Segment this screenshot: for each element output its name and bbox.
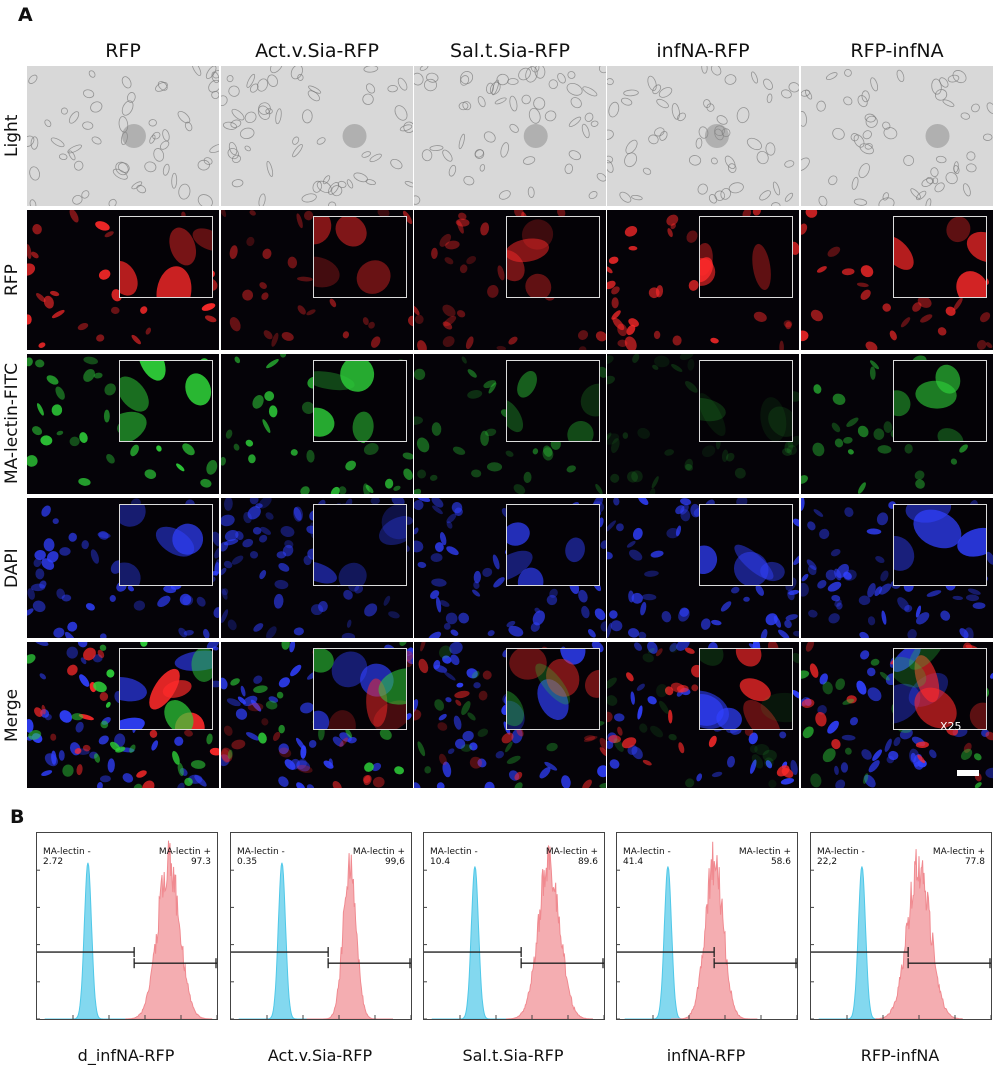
panel-a-letter: A xyxy=(18,4,33,26)
micrograph-dapi-3 xyxy=(607,498,799,638)
gate-positive-label: MA-lectin +99,6 xyxy=(352,847,405,867)
micrograph-fitc-4 xyxy=(801,354,993,494)
micrograph-inset xyxy=(893,648,987,730)
gate-negative-label: MA-lectin -2.72 xyxy=(43,847,91,867)
histogram-positive-peak xyxy=(306,853,393,1019)
micrograph-merge-0 xyxy=(27,642,219,788)
micrograph-rfp-1 xyxy=(221,210,413,350)
micrograph-inset xyxy=(699,648,793,730)
histogram-0: MA-lectin -2.72 MA-lectin +97.3 xyxy=(36,832,218,1020)
micrograph-rfp-2 xyxy=(414,210,606,350)
histogram-positive-peak xyxy=(125,840,213,1019)
column-title-act-v-sia-rfp: Act.v.Sia-RFP xyxy=(255,40,379,62)
micrograph-inset xyxy=(506,648,600,730)
gate-positive-label: MA-lectin +58.6 xyxy=(738,847,791,867)
micrograph-light-4 xyxy=(801,66,993,206)
micrograph-fitc-2 xyxy=(414,354,606,494)
micrograph-inset xyxy=(313,360,407,442)
micrograph-inset xyxy=(699,504,793,586)
row-title-ma-lectin-fitc: MA-lectin-FITC xyxy=(2,363,22,485)
gate-positive-label: MA-lectin +97.3 xyxy=(158,847,211,867)
micrograph-inset xyxy=(506,504,600,586)
histogram-positive-peak xyxy=(505,845,593,1019)
micrograph-inset xyxy=(313,504,407,586)
micrograph-fitc-0 xyxy=(27,354,219,494)
histogram-negative-peak xyxy=(238,862,326,1019)
histogram-2: MA-lectin -10.4 MA-lectin +89.6 xyxy=(423,832,605,1020)
micrograph-dapi-2 xyxy=(414,498,606,638)
row-title-merge: Merge xyxy=(2,688,22,742)
micrograph-inset xyxy=(119,360,213,442)
histogram-negative-peak xyxy=(431,866,519,1019)
micrograph-dapi-1 xyxy=(221,498,413,638)
row-title-rfp: RFP xyxy=(2,264,22,296)
gate-negative-label: MA-lectin -22,2 xyxy=(817,847,865,867)
micrograph-light-0 xyxy=(27,66,219,206)
micrograph-merge-2 xyxy=(414,642,606,788)
micrograph-fitc-1 xyxy=(221,354,413,494)
row-title-dapi: DAPI xyxy=(2,548,22,588)
micrograph-inset xyxy=(313,648,407,730)
histogram-1: MA-lectin -0.35 MA-lectin +99,6 xyxy=(230,832,412,1020)
micrograph-light-1 xyxy=(221,66,413,206)
micrograph-dapi-4 xyxy=(801,498,993,638)
micrograph-light-2 xyxy=(414,66,606,206)
column-title-infna-rfp: infNA-RFP xyxy=(656,40,750,62)
histogram-negative-peak xyxy=(44,862,132,1019)
micrograph-inset xyxy=(893,216,987,298)
micrograph-dapi-0 xyxy=(27,498,219,638)
micrograph-merge-4 xyxy=(801,642,993,788)
micrograph-inset xyxy=(313,216,407,298)
histogram-positive-peak xyxy=(671,841,758,1019)
micrograph-inset xyxy=(699,216,793,298)
histogram-4: MA-lectin -22,2 MA-lectin +77.8 xyxy=(810,832,992,1020)
micrograph-inset xyxy=(119,648,213,730)
micrograph-fitc-3 xyxy=(607,354,799,494)
gate-negative-label: MA-lectin -41.4 xyxy=(623,847,671,867)
gate-positive-label: MA-lectin +89.6 xyxy=(545,847,598,867)
micrograph-inset xyxy=(893,504,987,586)
micrograph-inset xyxy=(893,360,987,442)
gate-negative-label: MA-lectin -10.4 xyxy=(430,847,478,867)
panel-b-letter: B xyxy=(10,806,25,828)
histogram-x-label: infNA-RFP xyxy=(666,1046,746,1065)
micrograph-rfp-0 xyxy=(27,210,219,350)
scale-bar xyxy=(957,770,979,776)
micrograph-inset xyxy=(506,360,600,442)
row-title-light: Light xyxy=(2,114,22,158)
micrograph-rfp-4 xyxy=(801,210,993,350)
histogram-x-label: d_infNA-RFP xyxy=(77,1046,175,1065)
gate-negative-label: MA-lectin -0.35 xyxy=(237,847,285,867)
micrograph-inset xyxy=(119,504,213,586)
gate-positive-label: MA-lectin +77.8 xyxy=(932,847,985,867)
micrograph-inset xyxy=(506,216,600,298)
histogram-positive-peak xyxy=(875,849,963,1019)
micrograph-rfp-3 xyxy=(607,210,799,350)
micrograph-merge-1 xyxy=(221,642,413,788)
micrograph-inset xyxy=(119,216,213,298)
histogram-negative-peak xyxy=(624,866,712,1019)
histogram-x-label: Act.v.Sia-RFP xyxy=(267,1046,373,1065)
micrograph-light-3 xyxy=(607,66,799,206)
column-title-rfp-infna: RFP-infNA xyxy=(850,40,944,62)
micrograph-inset xyxy=(699,360,793,442)
histogram-x-label: Sal.t.Sia-RFP xyxy=(462,1046,564,1065)
histogram-negative-peak xyxy=(818,866,906,1019)
magnification-label: X25 xyxy=(940,720,962,733)
micrograph-merge-3 xyxy=(607,642,799,788)
histogram-x-label: RFP-infNA xyxy=(860,1046,940,1065)
column-title-sal-t-sia-rfp: Sal.t.Sia-RFP xyxy=(450,40,570,62)
histogram-3: MA-lectin -41.4 MA-lectin +58.6 xyxy=(616,832,798,1020)
column-title-rfp: RFP xyxy=(105,40,141,62)
